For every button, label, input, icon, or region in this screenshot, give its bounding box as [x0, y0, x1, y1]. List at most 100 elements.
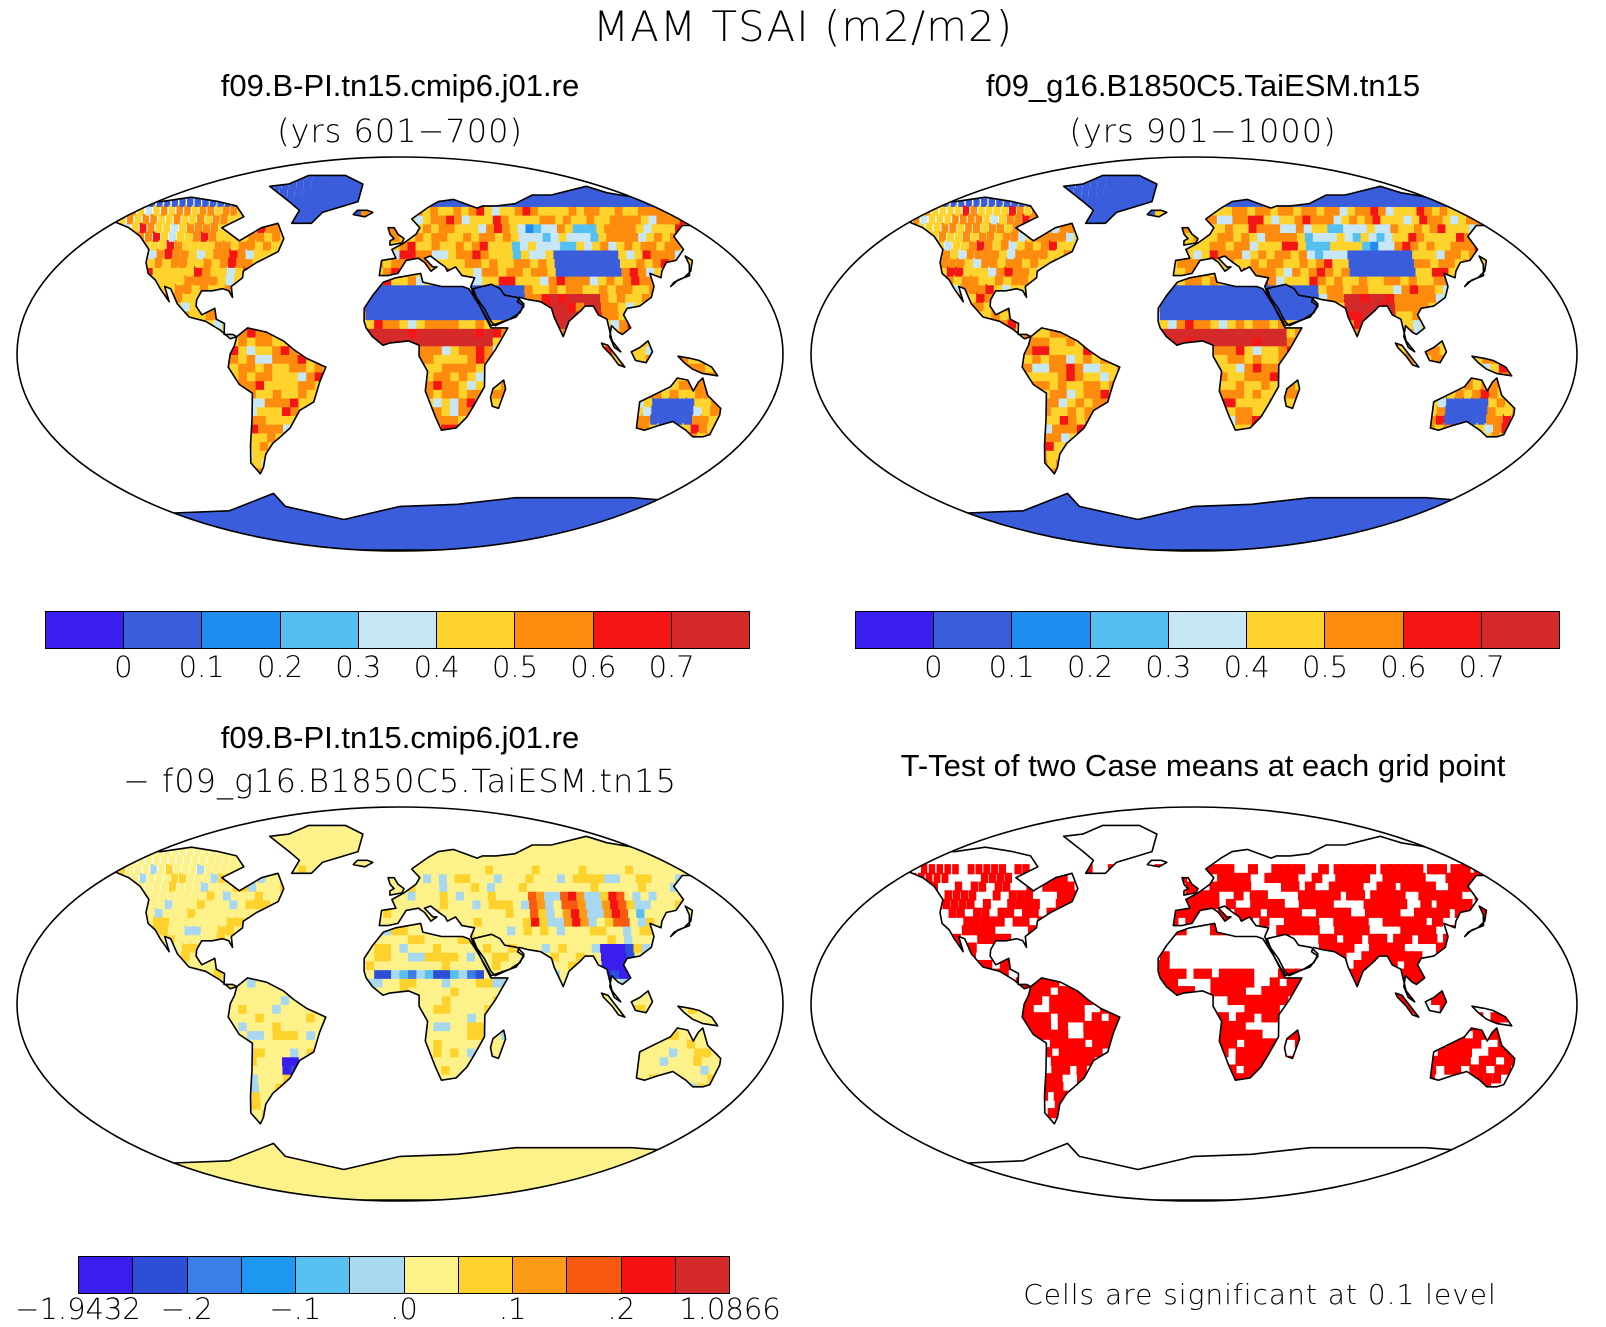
map-ttest-significance: [810, 806, 1578, 1202]
colorbar-swatch: [1089, 612, 1168, 648]
panel-ttest-title: T-Test of two Case means at each grid po…: [900, 748, 1506, 783]
coastline-madagascar: [489, 1029, 507, 1060]
coastline-iceland: [1146, 859, 1168, 868]
colorbar-tick-label: 1.0866: [679, 1292, 781, 1326]
colorbar-tick-label: 0.4: [1223, 650, 1270, 684]
colorbar-tick-label: 0.7: [648, 650, 695, 684]
coastline-madagascar: [1283, 379, 1301, 410]
coastline-northAmerica: [869, 846, 1079, 990]
panel-diff-subtitle: − f09_g16.B1850C5.TaiESM.tn15: [123, 762, 677, 800]
colorbar-swatch: [457, 1257, 512, 1293]
colorbar-tick-label: .1: [498, 1292, 527, 1326]
coastline-iceland: [352, 209, 374, 218]
colorbar-difference: [78, 1256, 730, 1294]
map-border: [16, 156, 784, 552]
colorbar-swatch: [123, 612, 202, 648]
colorbar-swatch: [46, 612, 124, 648]
colorbar-swatch: [1246, 612, 1325, 648]
colorbar-tick-label: 0: [924, 650, 943, 684]
colorbar-tick-label: 0.6: [570, 650, 617, 684]
coastline-iceland: [1146, 209, 1168, 218]
coastline-greenland: [268, 174, 364, 225]
significance-note: Cells are significant at 0.1 level: [1023, 1278, 1497, 1311]
colorbar-swatch: [592, 612, 671, 648]
colorbar-swatch: [514, 612, 593, 648]
coastline-arabia: [1266, 283, 1319, 327]
coastline-southAmerica: [227, 327, 327, 475]
colorbar-tick-label: 0.5: [491, 650, 539, 684]
coastline-eurasia: [378, 835, 750, 1003]
colorbar-swatch: [512, 1257, 567, 1293]
coastline-greenland: [1062, 174, 1158, 225]
coastline-australia: [1429, 1027, 1516, 1088]
coastline-eurasia: [1172, 185, 1544, 353]
coastline-britain: [1181, 226, 1199, 246]
coastline-britain: [387, 226, 405, 246]
colorbar-swatch: [1402, 612, 1481, 648]
coastline-arabia: [472, 933, 525, 977]
map-difference: [16, 806, 784, 1202]
coastline-britain: [1181, 876, 1199, 896]
panel-case1-title: f09.B-PI.tn15.cmip6.j01.re: [220, 68, 580, 103]
colorbar-swatch: [620, 1257, 675, 1293]
coastline-africa: [363, 922, 509, 1082]
coastline-southAmerica: [1021, 977, 1121, 1125]
coastline-greenland: [1062, 824, 1158, 875]
coastline-britain: [387, 876, 405, 896]
colorbar-swatch: [566, 1257, 621, 1293]
colorbar-swatch: [349, 1257, 404, 1293]
colorbar-tick-label: 0: [114, 650, 133, 684]
panel-case1-subtitle: (yrs 601−700): [277, 112, 523, 150]
colorbar-swatch: [670, 612, 749, 648]
coastline-newGuinea: [677, 1005, 719, 1027]
colorbar-tick-label: −1.9432: [15, 1292, 141, 1326]
colorbar-tick-label: 0.4: [413, 650, 460, 684]
colorbar-swatch: [240, 1257, 295, 1293]
map-case1: [16, 156, 784, 552]
coastline-africa: [1157, 922, 1303, 1082]
colorbar-tick-label: .0: [390, 1292, 418, 1326]
coastline-borneo: [630, 340, 654, 364]
coastline-arabia: [1266, 933, 1319, 977]
colorbar-tick-label: 0.1: [178, 650, 225, 684]
colorbar-swatch: [1011, 612, 1090, 648]
colorbar-case1: [45, 611, 750, 649]
coastline-sumatra: [600, 342, 626, 368]
coastline-arabia: [472, 283, 525, 327]
coastline-newGuinea: [677, 355, 719, 377]
map-case2: [810, 156, 1578, 552]
coastline-greenland: [268, 824, 364, 875]
colorbar-case2-ticks: 0 0.1 0.2 0.3 0.4 0.5 0.6 0.7: [855, 650, 1560, 686]
colorbar-tick-label: 0.6: [1380, 650, 1427, 684]
coastline-northAmerica: [869, 196, 1079, 340]
coastline-madagascar: [489, 379, 507, 410]
coastline-borneo: [1424, 990, 1448, 1014]
colorbar-case2: [855, 611, 1560, 649]
coastline-japan: [1463, 905, 1488, 938]
colorbar-tick-label: .2: [607, 1292, 636, 1326]
figure-title: MAM TSAI (m2/m2): [592, 2, 1014, 51]
coastline-sumatra: [600, 992, 626, 1018]
map-border: [810, 806, 1578, 1202]
coastline-iceland: [352, 859, 374, 868]
coastline-borneo: [1424, 340, 1448, 364]
coastline-africa: [363, 272, 509, 432]
colorbar-swatch: [201, 612, 280, 648]
colorbar-swatch: [279, 612, 358, 648]
colorbar-tick-label: 0.2: [256, 650, 304, 684]
coastline-sumatra: [1394, 342, 1420, 368]
coastline-newGuinea: [1471, 355, 1513, 377]
colorbar-swatch: [856, 612, 934, 648]
coastline-africa: [1157, 272, 1303, 432]
colorbar-tick-label: 0.7: [1458, 650, 1505, 684]
colorbar-swatch: [295, 1257, 350, 1293]
coastline-southAmerica: [1021, 327, 1121, 475]
colorbar-swatch: [132, 1257, 187, 1293]
coastline-australia: [635, 377, 722, 438]
colorbar-swatch: [436, 612, 515, 648]
colorbar-swatch: [933, 612, 1012, 648]
map-border: [16, 806, 784, 1202]
colorbar-swatch: [357, 612, 437, 648]
coastline-eurasia: [1172, 835, 1544, 1003]
colorbar-tick-label: 0.2: [1066, 650, 1114, 684]
